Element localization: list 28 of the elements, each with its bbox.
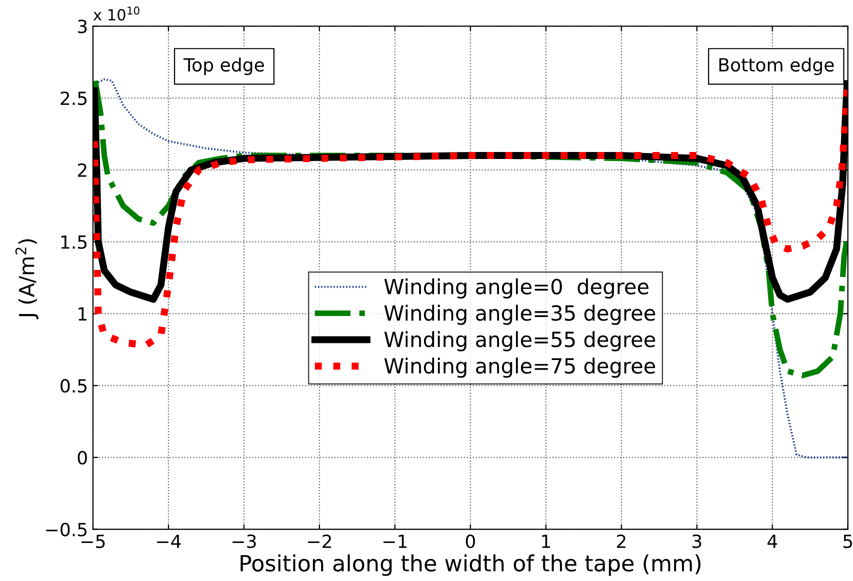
x-tick-label: 5 (844, 534, 852, 548)
x-tick-label: 0 (466, 534, 475, 548)
x-tick-label: −3 (232, 534, 256, 548)
y-tick-label: −0.5 (46, 522, 87, 536)
legend-label: Winding angle=35 degree (384, 304, 656, 325)
legend-label: Winding angle=55 degree (384, 331, 656, 352)
y-tick-label: 3 (78, 20, 87, 34)
x-tick-label: −1 (384, 534, 407, 548)
y-tick-label: 2 (78, 163, 86, 177)
x-tick-label: 1 (542, 534, 550, 548)
x-tick-label: 3 (692, 534, 702, 548)
y-tick-label: 1 (78, 307, 86, 321)
text: x 10$^{10}$ (93, 6, 140, 21)
x-tick-label: −2 (308, 534, 331, 548)
y-tick-label: 0 (78, 450, 87, 465)
x-tick-label: 4 (768, 534, 778, 548)
x-tick-label: −4 (157, 534, 181, 548)
annotation: Bottom edge (719, 58, 834, 76)
y-tick-label: 0.5 (60, 378, 87, 393)
x-axis-title: Position along the width of the tape (mm) (240, 554, 700, 576)
y-tick-label: 1.5 (61, 235, 87, 249)
y-tick-label: 2.5 (60, 91, 87, 106)
legend-label: Winding angle=75 degree (384, 358, 656, 378)
legend-label: Winding angle=0 degree (384, 278, 648, 298)
x-tick-label: 2 (616, 534, 626, 548)
x-tick-label: −5 (82, 534, 105, 548)
y-axis-title: J (A/m$^{2}$) (15, 239, 38, 320)
annotation: Top edge (184, 58, 264, 76)
